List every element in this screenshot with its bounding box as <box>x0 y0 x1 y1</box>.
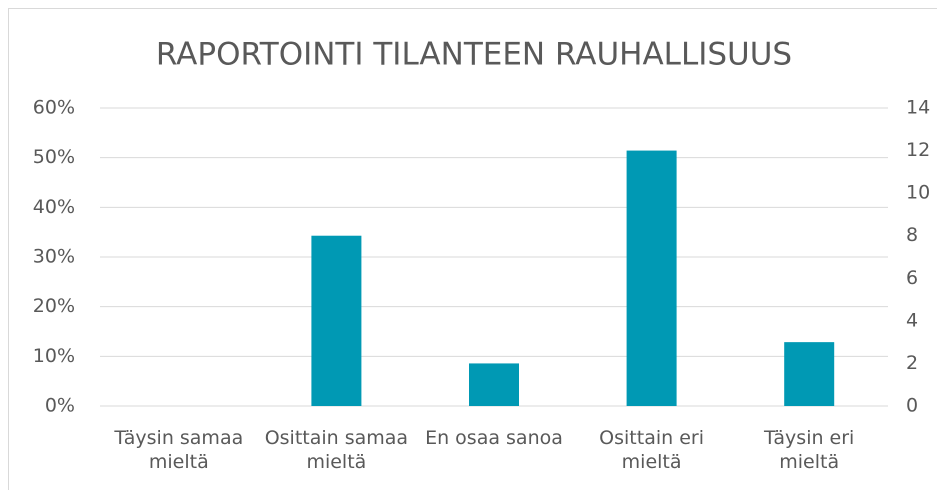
y-tick-label: 60% <box>33 97 75 119</box>
bar <box>626 150 677 406</box>
y-tick-label: 40% <box>33 196 75 218</box>
y2-tick-label: 0 <box>906 395 918 417</box>
bar <box>311 235 362 406</box>
y2-tick-label: 6 <box>906 267 918 289</box>
y2-tick-label: 10 <box>906 182 930 204</box>
y-tick-label: 30% <box>33 246 75 268</box>
x-tick-label: Osittain eri mieltä <box>599 427 704 473</box>
y2-tick-label: 8 <box>906 224 918 246</box>
y2-tick-label: 2 <box>906 352 918 374</box>
x-tick-label: Täysin samaa mieltä <box>114 427 244 473</box>
y-tick-label: 10% <box>33 345 75 367</box>
y-tick-label: 50% <box>33 146 75 168</box>
y2-tick-label: 4 <box>906 309 918 331</box>
chart-title: RAPORTOINTI TILANTEEN RAUHALLISUUS <box>156 37 792 73</box>
y2-tick-label: 12 <box>906 139 930 161</box>
bar <box>784 342 835 406</box>
x-tick-label: En osaa sanoa <box>425 427 563 449</box>
x-tick-label: Täysin eri mieltä <box>764 427 855 473</box>
y2-tick-label: 14 <box>906 97 930 119</box>
bar <box>469 363 519 406</box>
x-tick-label: Osittain samaa mieltä <box>264 427 409 473</box>
chart-frame <box>8 8 937 490</box>
y-tick-label: 20% <box>33 295 75 317</box>
y-tick-label: 0% <box>45 395 75 417</box>
